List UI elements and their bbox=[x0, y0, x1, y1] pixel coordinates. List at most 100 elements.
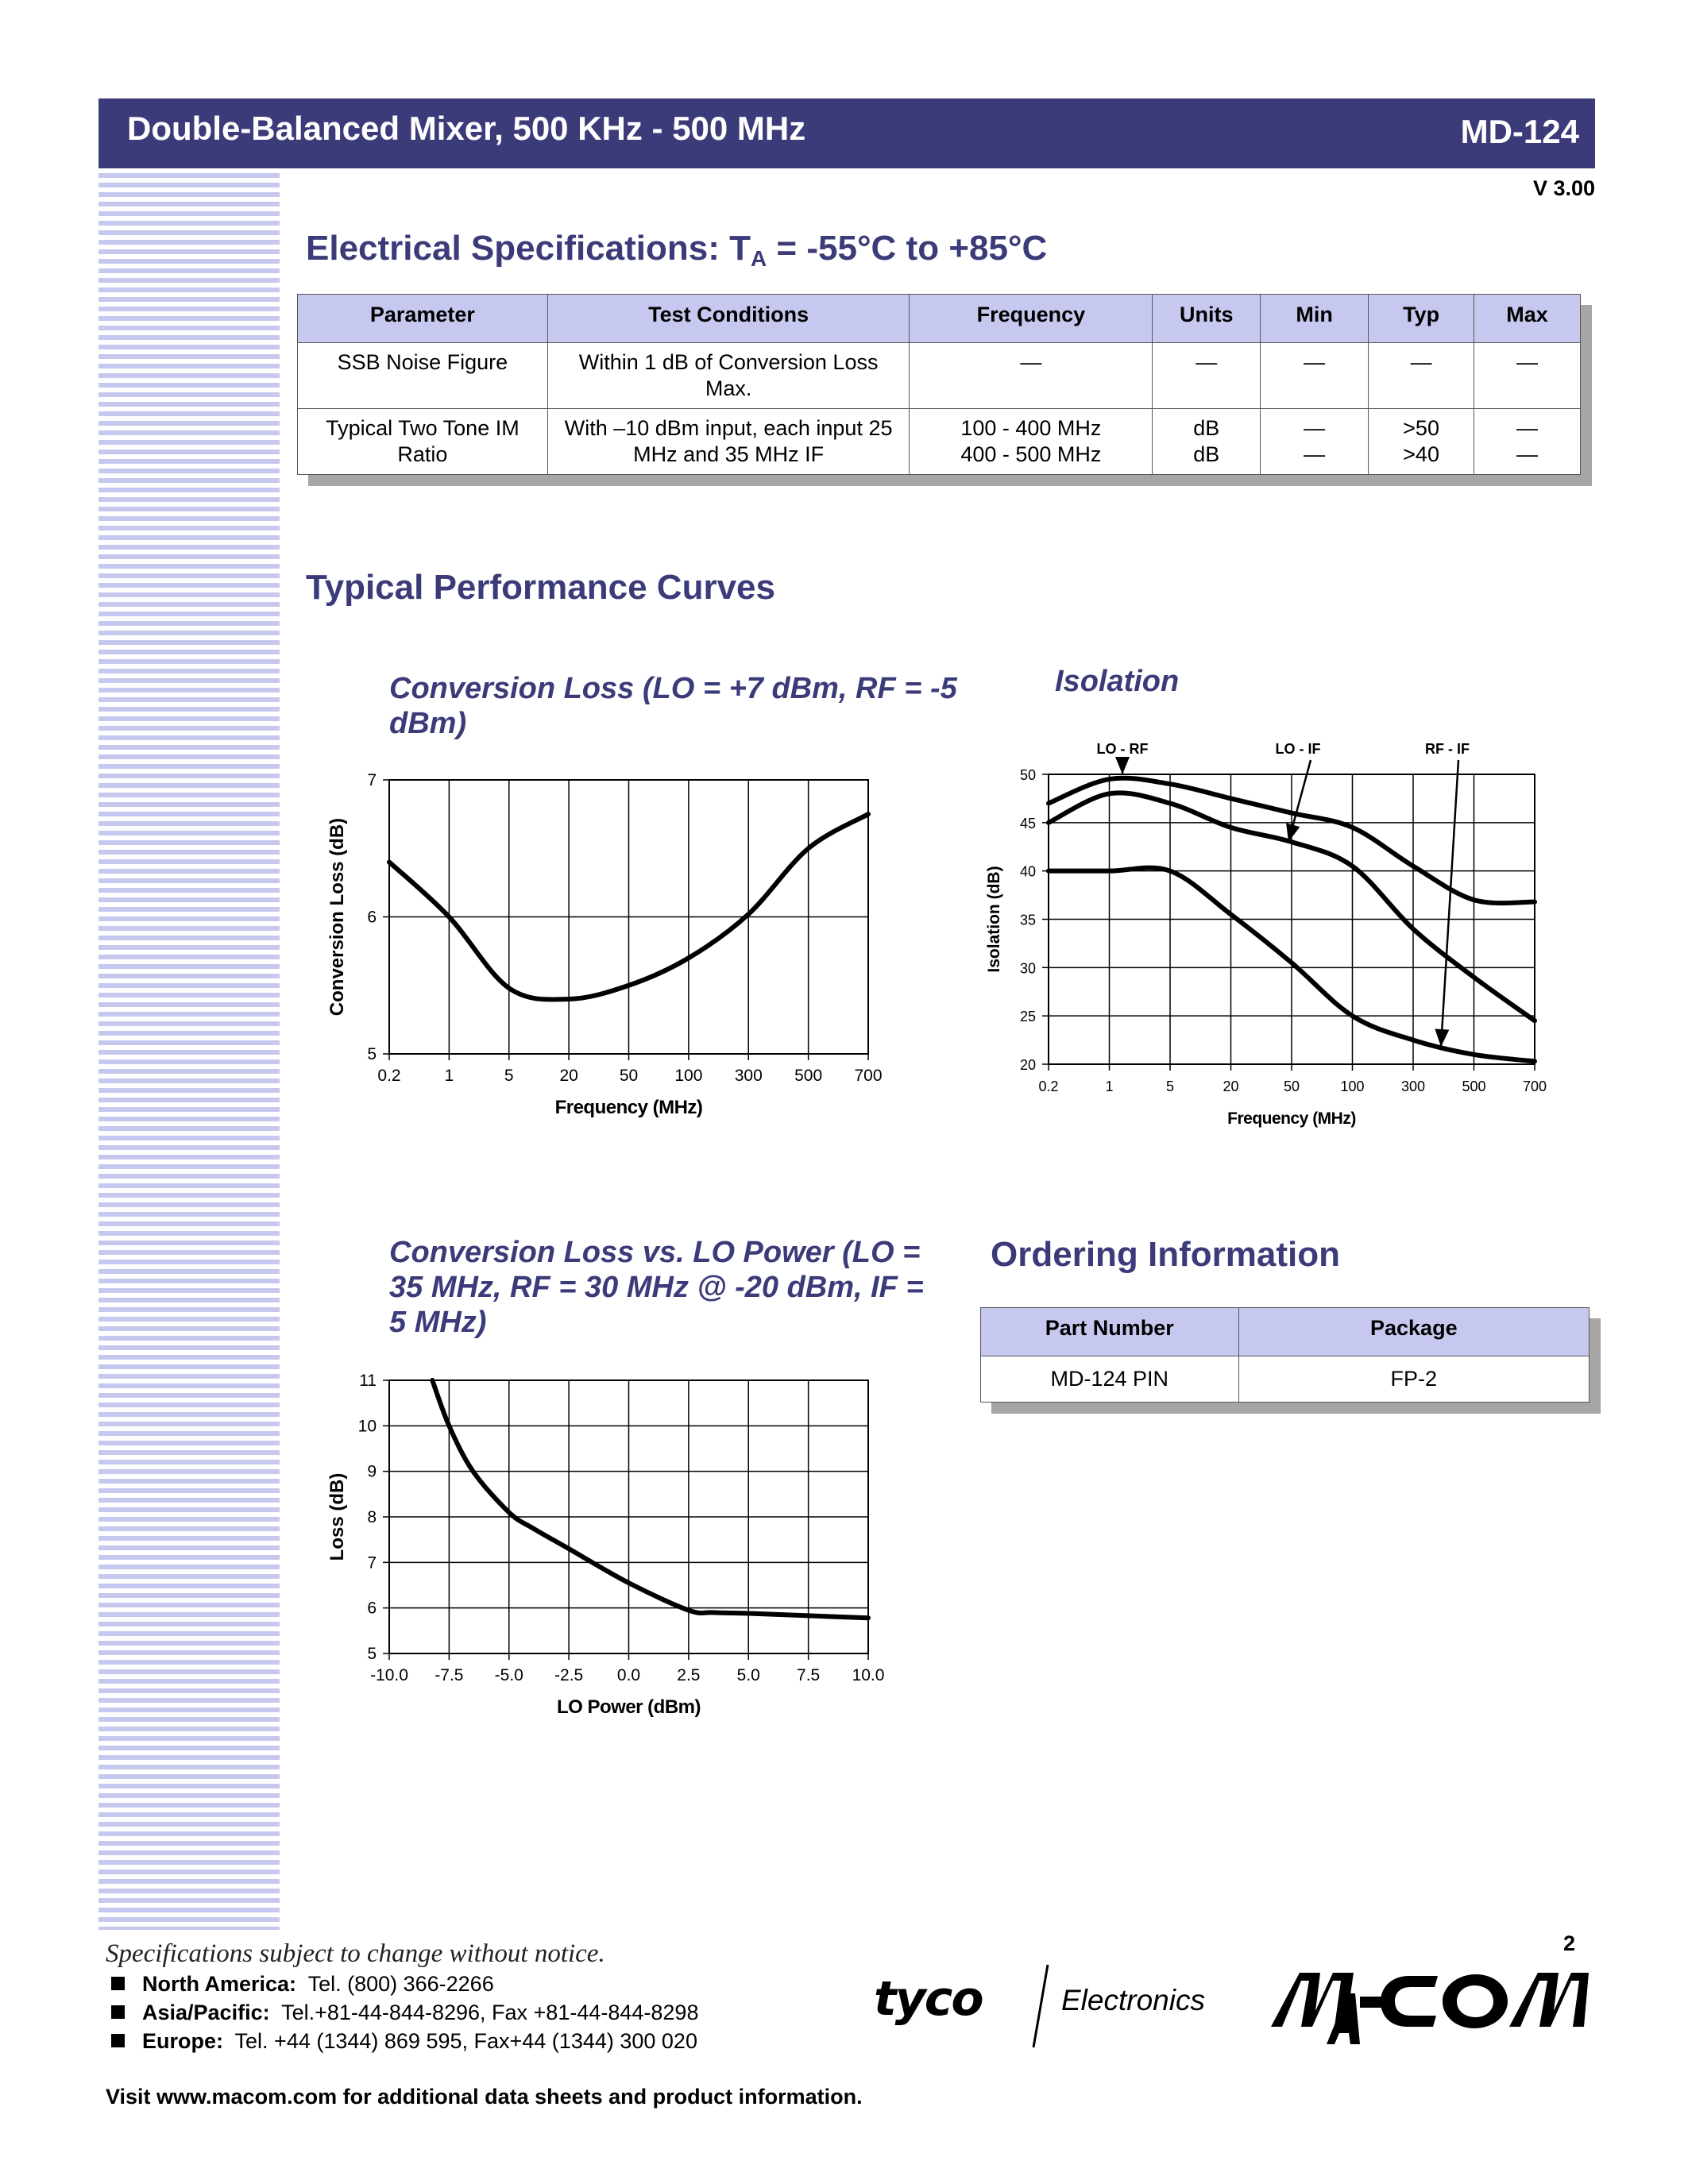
col-header: Parameter bbox=[297, 294, 548, 343]
isolation-annotation-label: LO - IF bbox=[1276, 741, 1321, 757]
contact-europe: Europe: Tel. +44 (1344) 869 595, Fax+44 … bbox=[111, 2029, 697, 2054]
side-stripe-decoration bbox=[98, 173, 280, 1930]
y-tick-label: 6 bbox=[367, 909, 377, 927]
isolation-annotation-label: LO - RF bbox=[1097, 741, 1149, 757]
series-line-3 bbox=[1046, 865, 1537, 1064]
cell-units: — bbox=[1152, 342, 1261, 409]
version-label: V 3.00 bbox=[1532, 176, 1595, 200]
cell-conditions: With –10 dBm input, each input 25 MHz an… bbox=[547, 408, 910, 475]
y-axis-label: Conversion Loss (dB) bbox=[326, 818, 348, 1016]
cell-frequency: — bbox=[909, 342, 1153, 409]
header-bar: Double-Balanced Mixer, 500 KHz - 500 MHz… bbox=[98, 98, 1595, 168]
y-axis-label: Isolation (dB) bbox=[985, 866, 1003, 972]
tyco-electronics-logo: tyco Electronics bbox=[874, 1962, 1247, 2049]
contact-asia-pacific: Asia/Pacific: Tel.+81-44-844-8296, Fax +… bbox=[111, 2001, 698, 2025]
chart-3: -10.0 -7.5 -5.0 -2.5 0.0 2.5 5.0 7.5 10.0 5 6 7 8 9 10… bbox=[326, 1372, 884, 1718]
electrical-specs-table-wrap: Parameter Test Conditions Frequency Unit… bbox=[297, 294, 1581, 475]
y-tick-label: 20 bbox=[1020, 1057, 1036, 1073]
cell-package: FP-2 bbox=[1238, 1356, 1590, 1403]
y-tick-label: 35 bbox=[1020, 913, 1036, 928]
y-tick-label: 45 bbox=[1020, 816, 1036, 832]
cell-min: — bbox=[1260, 342, 1369, 409]
cell-units: dB dB bbox=[1152, 408, 1261, 475]
x-tick-label: 50 bbox=[1284, 1078, 1300, 1094]
col-header: Package bbox=[1238, 1307, 1590, 1356]
cell-conditions: Within 1 dB of Conversion Loss Max. bbox=[547, 342, 910, 409]
chart1-title: Conversion Loss (LO = +7 dBm, RF = -5 dB… bbox=[389, 672, 957, 740]
x-axis-label: Frequency (MHz) bbox=[1227, 1109, 1356, 1128]
arrowhead-icon bbox=[1286, 823, 1300, 842]
x-axis-label: LO Power (dBm) bbox=[557, 1696, 701, 1718]
cell-typ: >50 >40 bbox=[1368, 408, 1475, 475]
chart3-title: Conversion Loss vs. LO Power (LO = 35 MH… bbox=[389, 1236, 924, 1339]
x-tick-label: 5 bbox=[1166, 1078, 1174, 1094]
x-tick-label: 2.5 bbox=[677, 1666, 700, 1684]
col-header: Min bbox=[1260, 294, 1369, 343]
ordering-heading: Ordering Information bbox=[991, 1235, 1340, 1274]
cell-parameter: SSB Noise Figure bbox=[297, 342, 548, 409]
y-tick-label: 10 bbox=[358, 1417, 377, 1435]
y-tick-label: 7 bbox=[367, 1553, 377, 1572]
x-tick-label: -2.5 bbox=[554, 1666, 583, 1684]
y-tick-label: 6 bbox=[367, 1599, 377, 1618]
table-row: Typical Two Tone IM Ratio With –10 dBm i… bbox=[297, 408, 1581, 475]
table-header-row: Parameter Test Conditions Frequency Unit… bbox=[297, 294, 1581, 343]
x-tick-label: 100 bbox=[674, 1067, 702, 1085]
bullet-square-icon bbox=[111, 1977, 125, 1990]
x-tick-label: 700 bbox=[854, 1067, 882, 1085]
x-tick-label: 5.0 bbox=[737, 1666, 760, 1684]
x-tick-label: 300 bbox=[735, 1067, 763, 1085]
tyco-logo-text: tyco bbox=[874, 1971, 984, 2027]
table-header-row: Part Number Package bbox=[980, 1307, 1590, 1356]
y-tick-label: 9 bbox=[367, 1463, 377, 1481]
x-tick-label: -7.5 bbox=[435, 1666, 463, 1684]
macom-logo-icon bbox=[1271, 1973, 1589, 2044]
y-tick-label: 40 bbox=[1020, 864, 1036, 880]
bullet-square-icon bbox=[111, 2005, 125, 2019]
electrical-specs-table: Parameter Test Conditions Frequency Unit… bbox=[297, 294, 1581, 475]
spec-change-note: Specifications subject to change without… bbox=[106, 1939, 605, 1968]
x-tick-label: 500 bbox=[1462, 1078, 1485, 1094]
series-line-1 bbox=[387, 812, 871, 1002]
x-tick-label: 300 bbox=[1401, 1078, 1425, 1094]
annotation-arrow-line bbox=[1439, 759, 1460, 1048]
document-title: Double-Balanced Mixer, 500 KHz - 500 MHz bbox=[127, 110, 806, 147]
y-tick-label: 7 bbox=[367, 771, 377, 789]
cell-parameter: Typical Two Tone IM Ratio bbox=[297, 408, 548, 475]
contact-north-america: North America: Tel. (800) 366-2266 bbox=[111, 1972, 494, 1997]
page-number: 2 bbox=[1563, 1931, 1576, 1955]
visit-website-note: Visit www.macom.com for additional data … bbox=[106, 2085, 863, 2109]
cell-frequency: 100 - 400 MHz 400 - 500 MHz bbox=[909, 408, 1153, 475]
col-header: Units bbox=[1152, 294, 1261, 343]
y-tick-label: 5 bbox=[367, 1045, 377, 1063]
series-line-1 bbox=[1046, 775, 1537, 906]
x-tick-label: 1 bbox=[445, 1067, 454, 1085]
y-tick-label: 50 bbox=[1020, 767, 1036, 783]
cell-max: — — bbox=[1474, 408, 1581, 475]
x-tick-label: 20 bbox=[1223, 1078, 1238, 1094]
x-tick-label: 500 bbox=[794, 1067, 822, 1085]
col-header: Part Number bbox=[980, 1307, 1239, 1356]
cell-min: — — bbox=[1260, 408, 1369, 475]
series-line-1 bbox=[430, 1378, 871, 1621]
ordering-table: Part Number Package MD-124 PIN FP-2 bbox=[980, 1307, 1590, 1403]
cell-part-number: MD-124 PIN bbox=[980, 1356, 1239, 1403]
col-header: Test Conditions bbox=[547, 294, 910, 343]
y-tick-label: 8 bbox=[367, 1508, 377, 1526]
y-tick-label: 30 bbox=[1020, 960, 1036, 976]
ordering-table-wrap: Part Number Package MD-124 PIN FP-2 bbox=[980, 1307, 1590, 1403]
y-tick-label: 25 bbox=[1020, 1009, 1036, 1024]
series-line-2 bbox=[1046, 790, 1537, 1024]
table-row: SSB Noise Figure Within 1 dB of Conversi… bbox=[297, 342, 1581, 409]
electrical-specs-heading: Electrical Specifications: TA = -55°C to… bbox=[306, 229, 1048, 271]
col-header: Frequency bbox=[909, 294, 1153, 343]
chart-2: 0.2 1 5 20 50 100 300 500 700 20 25 30 35 40 45 50 Frequ… bbox=[985, 741, 1547, 1128]
arrowhead-icon bbox=[1115, 757, 1130, 774]
y-tick-label: 11 bbox=[359, 1372, 377, 1390]
bullet-square-icon bbox=[111, 2034, 125, 2047]
macom-logo bbox=[1271, 1965, 1589, 2052]
part-number: MD-124 bbox=[1460, 113, 1579, 150]
electronics-logo-text: Electronics bbox=[1061, 1984, 1205, 2016]
chart-1: 0.2 1 5 20 50 100 300 500 700 5 6 7 Frequency (MHz) C… bbox=[326, 771, 883, 1118]
